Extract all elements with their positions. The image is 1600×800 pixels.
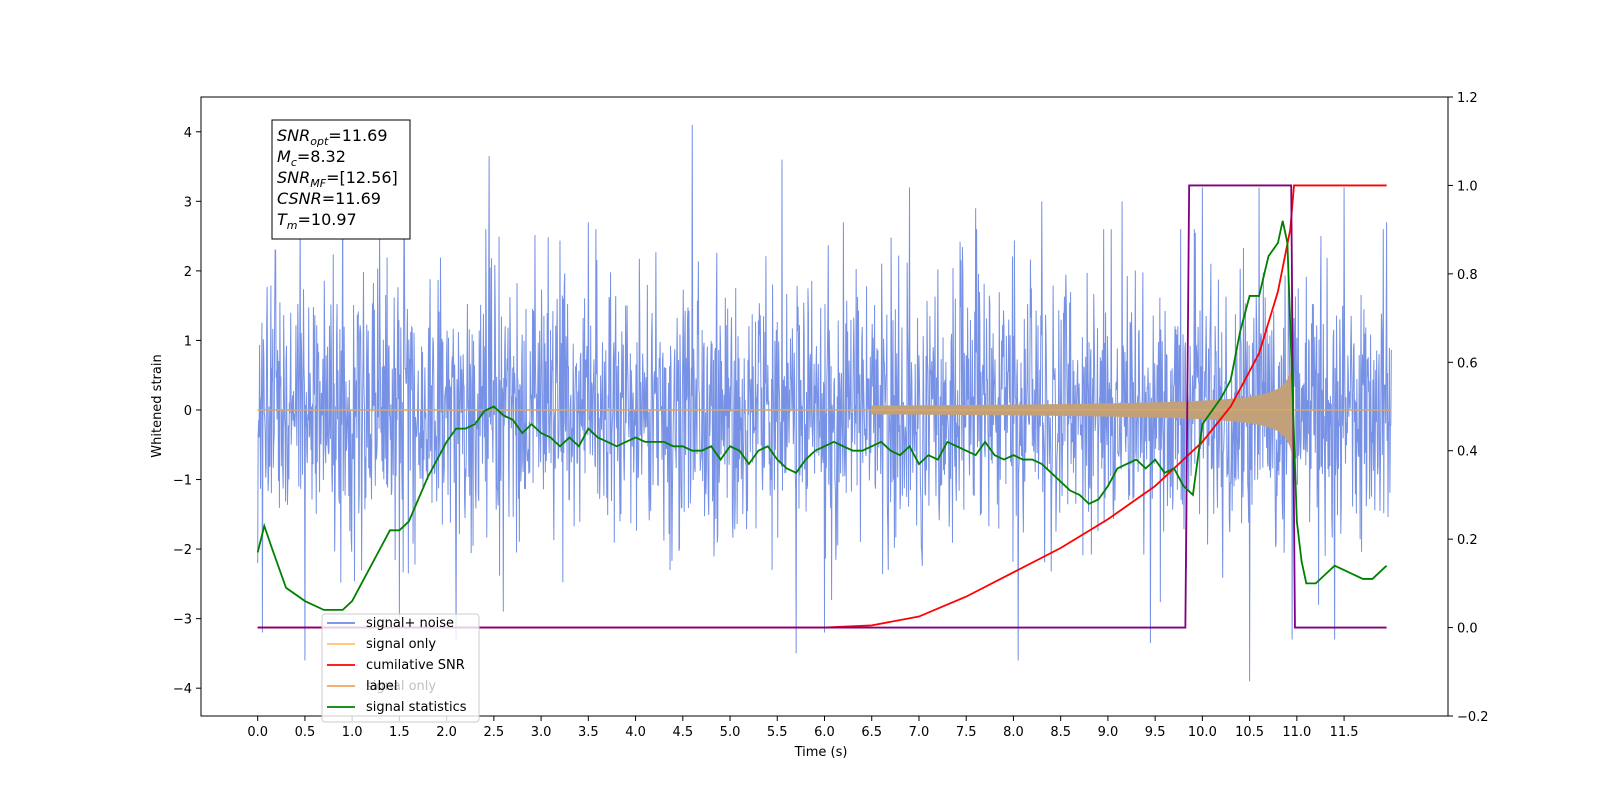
- info-symbol: SNR: [277, 126, 310, 145]
- info-symbol: M: [277, 147, 291, 166]
- x-tick-label: 1.0: [342, 725, 363, 740]
- x-axis: 0.0 0.5 1.0 1.5 2.0 2.5 3.0 3.5 4.0 4.5 5.0 5.5 6.0 6…: [247, 716, 1359, 740]
- y-tick-label: 3: [184, 195, 192, 210]
- legend: signal+ noise signal only cumilative SNR la…: [321, 613, 480, 723]
- info-line: Mc=8.32: [277, 147, 346, 169]
- x-tick-label: 6.0: [814, 725, 835, 740]
- x-tick-label: 2.0: [436, 725, 457, 740]
- x-tick-label: 5.5: [767, 725, 788, 740]
- info-subscript: MF: [310, 177, 326, 190]
- y2-tick-label: 0.6: [1457, 356, 1478, 371]
- x-tick-label: 0.0: [247, 725, 268, 740]
- info-value: =10.97: [298, 210, 357, 229]
- x-tick-label: 11.0: [1282, 725, 1311, 740]
- x-tick-label: 9.5: [1145, 725, 1166, 740]
- info-line: SNRMF=[12.56]: [277, 168, 398, 190]
- y2-tick-label: −0.2: [1457, 710, 1489, 725]
- y2-tick-label: 0.2: [1457, 533, 1478, 548]
- info-value: =11.69: [328, 126, 387, 145]
- info-line: SNRopt=11.69: [277, 126, 388, 148]
- y-axis-label: Whitened strain: [150, 354, 165, 457]
- y-tick-label: −4: [173, 682, 192, 697]
- info-symbol: CSNR: [277, 189, 322, 208]
- x-tick-label: 10.5: [1235, 725, 1264, 740]
- series-signal-noise: [257, 124, 1392, 682]
- y-axis-right: 1.2 1.0 0.8 0.6 0.4 0.2 0.0 −0.2: [1448, 91, 1489, 725]
- x-tick-label: 3.5: [578, 725, 599, 740]
- x-tick-label: 4.5: [672, 725, 693, 740]
- legend-label: signal statistics: [366, 700, 467, 715]
- legend-label: cumilative SNR: [366, 658, 465, 673]
- plot-area: [256, 124, 1392, 682]
- info-symbol: T: [277, 210, 288, 229]
- x-tick-label: 11.5: [1330, 725, 1359, 740]
- y2-tick-label: 1.0: [1457, 179, 1478, 194]
- x-tick-label: 7.0: [909, 725, 930, 740]
- legend-label: signal only: [366, 637, 436, 652]
- x-tick-label: 3.0: [531, 725, 552, 740]
- y-axis-left: 4 3 2 1 0 −1 −2 −3 −4: [173, 126, 201, 697]
- x-tick-label: 9.0: [1098, 725, 1119, 740]
- x-tick-label: 2.5: [484, 725, 505, 740]
- y-tick-label: 1: [184, 334, 192, 349]
- info-box: SNRopt=11.69Mc=8.32SNRMF=[12.56]CSNR=11.…: [271, 119, 411, 240]
- info-subscript: c: [291, 156, 297, 169]
- x-tick-label: 8.0: [1003, 725, 1024, 740]
- info-symbol: SNR: [277, 168, 310, 187]
- x-tick-label: 5.0: [720, 725, 741, 740]
- y2-tick-label: 0.8: [1457, 268, 1478, 283]
- x-tick-label: 7.5: [956, 725, 977, 740]
- series-label: [257, 184, 1387, 629]
- info-value: =11.69: [322, 189, 381, 208]
- legend-label: signal only: [366, 679, 436, 694]
- info-subscript: m: [287, 219, 298, 232]
- y2-tick-label: 0.0: [1457, 622, 1478, 637]
- info-value: =8.32: [297, 147, 346, 166]
- x-tick-label: 4.0: [625, 725, 646, 740]
- legend-label: label: [366, 679, 397, 694]
- y2-tick-label: 0.4: [1457, 445, 1478, 460]
- y-tick-label: −3: [173, 613, 192, 628]
- y-tick-label: 2: [184, 265, 192, 280]
- y-tick-label: 0: [184, 404, 192, 419]
- y-tick-label: 4: [184, 126, 192, 141]
- y2-tick-label: 1.2: [1457, 91, 1478, 106]
- info-value: =[12.56]: [326, 168, 398, 187]
- x-tick-label: 8.5: [1050, 725, 1071, 740]
- legend-label: signal+ noise: [366, 616, 454, 631]
- info-line: Tm=10.97: [277, 210, 357, 232]
- series-signal-statistics: [256, 220, 1388, 611]
- x-axis-label: Time (s): [794, 745, 848, 760]
- info-line: CSNR=11.69: [277, 189, 381, 208]
- y-tick-label: −2: [173, 543, 192, 558]
- x-tick-label: 0.5: [295, 725, 316, 740]
- info-subscript: opt: [310, 135, 329, 148]
- series-cumilative-snr: [257, 184, 1387, 629]
- x-tick-label: 1.5: [389, 725, 410, 740]
- y-tick-label: −1: [173, 474, 192, 489]
- x-tick-label: 6.5: [861, 725, 882, 740]
- x-tick-label: 10.0: [1188, 725, 1217, 740]
